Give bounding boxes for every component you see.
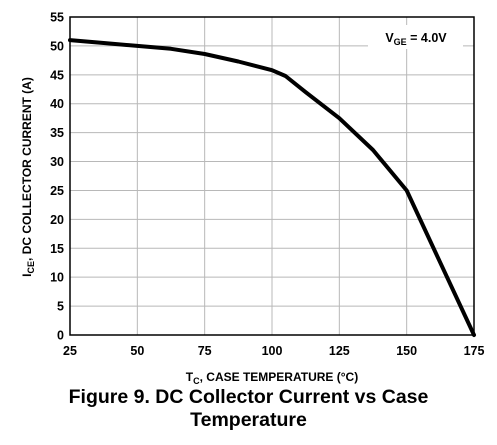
y-axis-label-rest: , DC COLLECTOR CURRENT (A)	[20, 77, 34, 261]
x-tick-label: 50	[130, 344, 144, 358]
caption-line-1: Figure 9. DC Collector Current vs Case	[68, 386, 429, 408]
annotation-vge: VGE = 4.0V	[385, 31, 447, 47]
x-axis-label-main: T	[186, 370, 194, 384]
y-tick-label: 30	[50, 155, 64, 169]
x-axis-label-sub: C	[193, 376, 200, 385]
x-tick-label: 75	[198, 344, 212, 358]
y-tick-labels: 0 5 10 15 20 25 30 35 40 45 50 55	[50, 11, 64, 343]
y-axis-label-sub: CE	[26, 261, 36, 274]
caption-line-2: Temperature	[190, 409, 307, 431]
annotation-box: VGE = 4.0V	[368, 25, 463, 49]
y-axis-label-main: I	[20, 273, 34, 276]
annotation-main: V	[385, 31, 394, 45]
plot-frame	[69, 16, 475, 336]
chart: 25 50 75 100 125 150 175 0 5 10 15 20 25 30 35 40 45 50 5…	[20, 11, 484, 386]
annotation-rest: = 4.0V	[407, 31, 448, 45]
y-tick-label: 55	[50, 11, 64, 25]
x-tick-label: 175	[464, 344, 485, 358]
x-tick-label: 100	[262, 344, 283, 358]
x-axis-label-rest: , CASE TEMPERATURE (°C)	[200, 370, 359, 384]
grid-lines	[69, 16, 475, 336]
y-tick-label: 15	[50, 242, 64, 256]
y-tick-label: 10	[50, 271, 64, 285]
x-tick-label: 25	[63, 344, 77, 358]
y-tick-label: 45	[50, 68, 64, 82]
x-axis-label: TC, CASE TEMPERATURE (°C)	[186, 370, 358, 385]
y-tick-label: 35	[50, 126, 64, 140]
x-tick-label: 125	[329, 344, 350, 358]
y-tick-label: 20	[50, 213, 64, 227]
y-tick-label: 40	[50, 97, 64, 111]
y-axis-label: ICE, DC COLLECTOR CURRENT (A)	[20, 77, 36, 277]
series-line	[68, 38, 476, 337]
figure-caption: Figure 9. DC Collector Current vs Case T…	[0, 386, 497, 432]
y-tick-label: 0	[57, 329, 64, 343]
annotation-sub: GE	[394, 37, 407, 47]
x-tick-labels: 25 50 75 100 125 150 175	[63, 344, 484, 358]
y-tick-label: 50	[50, 39, 64, 53]
x-tick-label: 150	[396, 344, 417, 358]
y-tick-label: 25	[50, 184, 64, 198]
y-tick-label: 5	[57, 300, 64, 314]
